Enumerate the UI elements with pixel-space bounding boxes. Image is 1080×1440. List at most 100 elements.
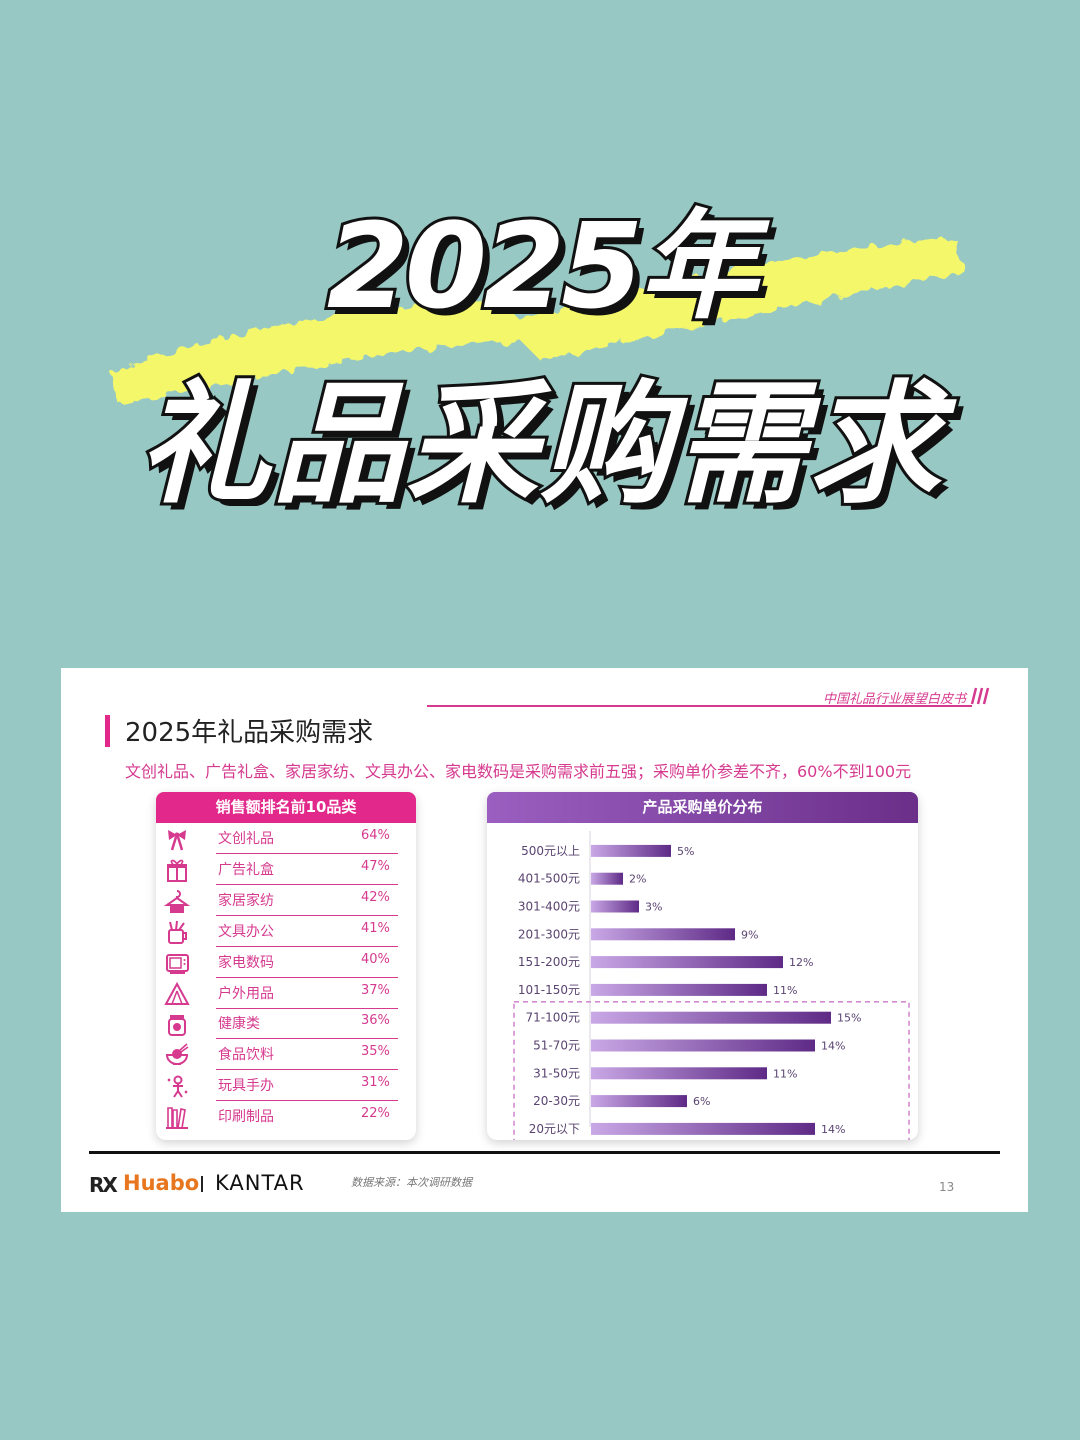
bar-value-label: 11% — [773, 1067, 797, 1080]
category-label: 151-200元 — [518, 955, 580, 969]
table-row: 玩具手办 31% — [156, 1070, 416, 1102]
data-source-note: 数据来源：本次调研数据 — [351, 1176, 472, 1189]
price-bar — [591, 1039, 815, 1052]
category-share: 40% — [361, 951, 390, 967]
row-divider — [216, 1007, 398, 1009]
row-divider — [216, 853, 398, 854]
rx-logo: RX — [89, 1173, 118, 1197]
category-label: 20-30元 — [533, 1094, 580, 1108]
bar-value-label: 14% — [821, 1040, 845, 1053]
category-label: 201-300元 — [518, 927, 580, 941]
bar-value-label: 14% — [821, 1123, 845, 1136]
footer-rule — [89, 1151, 1000, 1154]
health-jar-icon — [168, 1015, 186, 1037]
slide-subtitle: 文创礼品、广告礼盒、家居家纺、文具办公、家电数码是采购需求前五强；采购单价参差不… — [125, 762, 912, 781]
top-categories-title: 销售额排名前10品类 — [156, 792, 416, 823]
bar-value-label: 5% — [677, 845, 694, 858]
table-row: 文创礼品 64% — [156, 823, 416, 854]
category-label: 71-100元 — [525, 1011, 580, 1025]
category-label: 301-400元 — [518, 900, 580, 914]
category-share: 47% — [361, 858, 390, 874]
price-bar — [591, 1122, 815, 1135]
category-share: 42% — [361, 889, 390, 905]
table-row: 文具办公 41% — [156, 916, 416, 947]
table-row: 健康类 36% — [156, 1008, 416, 1040]
yellow-highlight-stroke — [110, 238, 965, 405]
category-share: 64% — [361, 828, 390, 843]
table-row: 家电数码 40% — [156, 947, 416, 978]
price-bar — [591, 844, 671, 857]
category-label: 500元以上 — [521, 844, 580, 858]
bow-icon — [168, 830, 186, 851]
tent-icon — [164, 981, 190, 1005]
category-name: 广告礼盒 — [218, 861, 274, 878]
bar-value-label: 15% — [837, 1012, 861, 1025]
page-number: 13 — [939, 1180, 955, 1194]
slash-marks-icon — [970, 687, 990, 705]
table-row: 广告礼盒 47% — [156, 854, 416, 885]
report-slide: 中国礼品行业展望白皮书 2025年礼品采购需求 文创礼品、广告礼盒、家居家纺、文… — [61, 668, 1028, 1212]
clothes-hanger-icon — [164, 889, 190, 913]
category-share: 35% — [361, 1044, 390, 1060]
bar-value-label: 11% — [773, 984, 797, 997]
bar-value-label: 9% — [741, 928, 758, 941]
toy-figure-icon — [167, 1075, 188, 1098]
microwave-icon — [166, 953, 189, 974]
table-row: 家居家纺 42% — [156, 885, 416, 916]
row-divider — [216, 945, 398, 947]
price-bar — [591, 928, 735, 941]
category-name: 食品饮料 — [218, 1047, 274, 1064]
category-name: 玩具手办 — [218, 1078, 274, 1095]
row-divider — [216, 976, 398, 978]
bar-value-label: 12% — [789, 956, 813, 969]
category-label: 401-500元 — [518, 872, 580, 886]
category-label: 31-50元 — [533, 1066, 580, 1080]
books-icon — [166, 1107, 188, 1130]
category-name: 文具办公 — [218, 923, 274, 940]
row-divider — [216, 883, 398, 885]
price-bar — [591, 900, 639, 913]
logo-divider — [201, 1176, 203, 1192]
category-label: 101-150元 — [518, 983, 580, 997]
top-categories-panel: 销售额排名前10品类 文创礼品 64% 广告礼盒 47% 家居家纺 42% 文具办公 41% 家… — [156, 792, 416, 1140]
category-name: 家居家纺 — [218, 892, 274, 909]
price-distribution-panel: 产品采购单价分布 500元以上 5% 401-500元 2% 301-400元 3% 201… — [487, 792, 918, 1140]
price-bar — [591, 872, 623, 885]
huabo-logo: Huabo — [123, 1171, 200, 1195]
category-share: 31% — [361, 1075, 390, 1091]
price-bar-chart: 500元以上 5% 401-500元 2% 301-400元 3% 201-300元 9% 15… — [513, 831, 910, 1140]
hero-year: 2025年 — [324, 194, 760, 338]
pen-holder-icon — [168, 920, 187, 944]
header-rule — [427, 705, 972, 707]
whitepaper-tag: 中国礼品行业展望白皮书 — [822, 692, 966, 707]
gift-box-icon — [167, 859, 187, 882]
row-divider — [216, 1100, 398, 1102]
category-name: 户外用品 — [218, 985, 274, 1002]
hero-subject: 礼品采购需求 — [135, 365, 943, 525]
table-row: 食品饮料 35% — [156, 1039, 416, 1071]
price-bar — [591, 1011, 831, 1024]
kantar-logo: KANTAR — [215, 1171, 305, 1195]
hero-title: 2025年 礼品采购需求 — [0, 0, 1080, 560]
price-bar — [591, 983, 767, 996]
category-label: 20元以下 — [529, 1122, 580, 1136]
table-row: 户外用品 37% — [156, 978, 416, 1009]
category-share: 41% — [361, 920, 390, 936]
category-name: 健康类 — [218, 1016, 260, 1033]
category-label: 51-70元 — [533, 1039, 580, 1053]
category-share: 36% — [361, 1013, 390, 1029]
price-bar — [591, 1095, 687, 1108]
price-bar — [591, 1067, 767, 1080]
price-bar — [591, 956, 783, 969]
category-name: 文创礼品 — [218, 831, 274, 847]
table-row: 印刷制品 22% — [156, 1101, 416, 1132]
rice-bowl-icon — [165, 1043, 189, 1066]
price-distribution-title: 产品采购单价分布 — [487, 792, 918, 823]
category-name: 家电数码 — [218, 954, 274, 971]
category-name: 印刷制品 — [218, 1109, 274, 1126]
bar-value-label: 6% — [693, 1095, 710, 1108]
bar-value-label: 3% — [645, 901, 662, 914]
row-divider — [216, 914, 398, 916]
bar-value-label: 2% — [629, 873, 646, 886]
slide-title: 2025年礼品采购需求 — [125, 718, 374, 748]
